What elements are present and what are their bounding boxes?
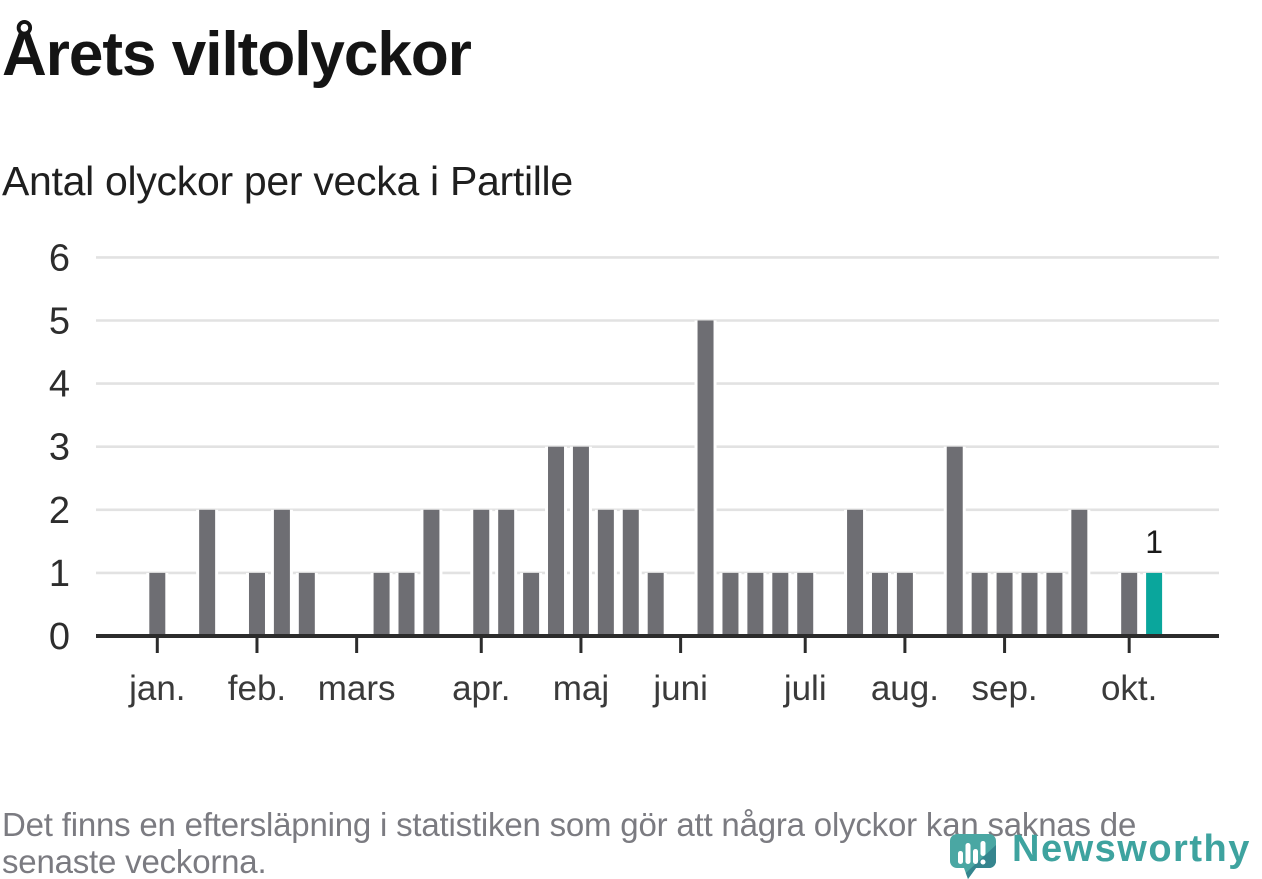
bar-week-10 <box>398 572 415 636</box>
bar-week-4 <box>248 572 265 636</box>
bar-value-label: 1 <box>1145 524 1163 560</box>
y-axis-label-6: 6 <box>49 237 70 279</box>
y-axis-label-5: 5 <box>49 301 70 343</box>
bar-week-28 <box>847 509 864 636</box>
bar-week-9 <box>373 572 390 636</box>
icon-exclamation-dot <box>980 859 986 865</box>
y-axis-label-2: 2 <box>49 490 70 532</box>
bar-week-18 <box>597 509 614 636</box>
bar-week-37 <box>1071 509 1088 636</box>
bar-week-36 <box>1046 572 1063 636</box>
x-axis-label-maj: maj <box>553 669 609 708</box>
bar-week-5 <box>273 509 290 636</box>
x-axis-label-juni: juni <box>652 669 707 708</box>
x-axis-label-apr: apr. <box>452 669 510 708</box>
y-axis-label-3: 3 <box>49 427 70 469</box>
bar-week-24 <box>747 572 764 636</box>
icon-exclamation-bar <box>980 841 986 856</box>
bar-week-20 <box>647 572 664 636</box>
bar-week-33 <box>971 572 988 636</box>
newsworthy-logo-text: Newsworthy <box>1012 828 1251 870</box>
x-axis-label-mars: mars <box>318 669 396 708</box>
bar-week-2 <box>199 509 216 636</box>
bar-week-14 <box>498 509 515 636</box>
bar-week-29 <box>871 572 888 636</box>
bar-week-13 <box>473 509 490 636</box>
bar-week-23 <box>722 572 739 636</box>
highlighted-bar-week-40 <box>1146 572 1163 636</box>
bar-week-6 <box>298 572 315 636</box>
x-axis-label-feb: feb. <box>228 669 286 708</box>
bar-week-30 <box>896 572 913 636</box>
y-axis-label-0: 0 <box>49 616 70 658</box>
bar-week-17 <box>572 446 589 636</box>
bar-week-22 <box>697 320 714 636</box>
bar-week-39 <box>1121 572 1138 636</box>
page-title: Årets viltolyckor <box>2 20 472 89</box>
x-axis-label-jan: jan. <box>128 669 185 708</box>
footer-note-line2: senaste veckorna. <box>2 843 267 879</box>
x-axis-label-juli: juli <box>783 669 827 708</box>
footer-note-line1: Det finns en eftersläpning i statistiken… <box>2 806 1137 843</box>
bar-week-11 <box>423 509 440 636</box>
bar-week-32 <box>946 446 963 636</box>
icon-bar-1 <box>958 851 963 864</box>
newsworthy-logo: Newsworthy <box>948 828 1262 879</box>
bar-week-35 <box>1021 572 1038 636</box>
icon-bar-2 <box>965 843 971 864</box>
bar-week-0 <box>149 572 166 636</box>
y-axis-label-4: 4 <box>49 364 70 406</box>
footer-note: Det finns en eftersläpning i statistiken… <box>2 806 1136 879</box>
bar-week-19 <box>622 509 639 636</box>
bar-week-16 <box>548 446 565 636</box>
newsworthy-pin-chart-icon <box>950 834 996 879</box>
bar-week-25 <box>772 572 789 636</box>
y-axis-label-1: 1 <box>49 553 70 595</box>
bar-week-15 <box>523 572 540 636</box>
icon-bar-3 <box>973 849 978 864</box>
chart-subtitle: Antal olyckor per vecka i Partille <box>2 158 573 204</box>
x-axis-label-sep: sep. <box>972 669 1038 708</box>
bar-week-26 <box>797 572 814 636</box>
x-axis-label-aug: aug. <box>871 669 939 708</box>
x-axis-label-okt: okt. <box>1101 669 1157 708</box>
bar-week-34 <box>996 572 1013 636</box>
